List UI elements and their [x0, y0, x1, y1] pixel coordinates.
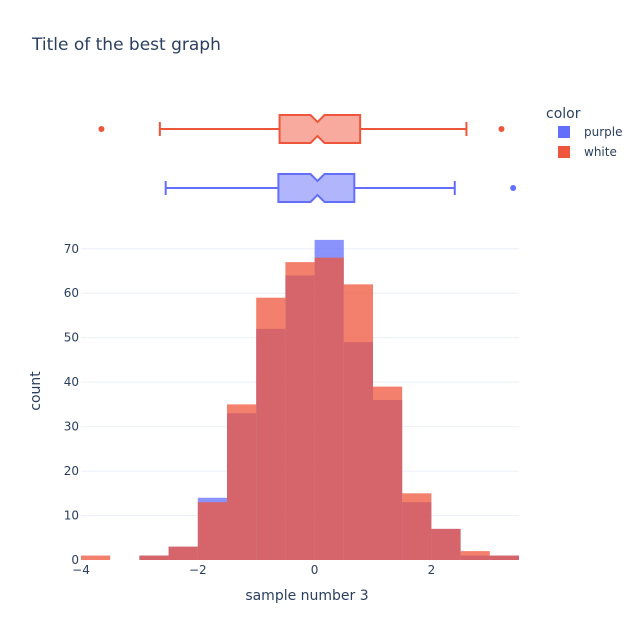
y-axis-label: count — [28, 371, 44, 411]
box-white — [278, 114, 362, 144]
legend-label-purple: purple — [584, 125, 623, 139]
y-tick-label: 10 — [64, 509, 79, 523]
y-tick-label: 0 — [71, 553, 79, 567]
x-tick-label: −4 — [72, 563, 90, 577]
outlier-point — [498, 126, 505, 132]
histogram-bar-white-10 — [373, 386, 403, 560]
y-tick-label: 70 — [64, 242, 79, 256]
histogram-bar-white-4 — [197, 502, 227, 560]
outlier-point — [510, 185, 517, 191]
legend-title: color — [546, 106, 581, 122]
y-tick-label: 20 — [64, 464, 79, 478]
x-tick-label: 2 — [428, 563, 436, 577]
legend: color purple white — [546, 106, 623, 159]
legend-swatch-white — [558, 146, 570, 158]
histogram-bar-white-7 — [285, 262, 315, 560]
histogram-bar-white-5 — [227, 404, 257, 560]
y-tick-label: 30 — [64, 420, 79, 434]
histogram-bar-white-14 — [489, 555, 519, 560]
histogram-bar-white-2 — [139, 555, 169, 560]
marginal-box-plots — [98, 114, 517, 203]
legend-label-white: white — [584, 145, 617, 159]
histogram-bar-white-8 — [314, 257, 344, 560]
y-tick-label: 60 — [64, 286, 79, 300]
histogram-bar-white-0 — [81, 555, 111, 560]
x-tick-label: −2 — [189, 563, 207, 577]
x-tick-label: 0 — [311, 563, 319, 577]
histogram-bar-white-6 — [256, 297, 286, 560]
chart-title: Title of the best graph — [31, 35, 221, 55]
x-axis-label: sample number 3 — [245, 588, 368, 604]
y-tick-label: 50 — [64, 331, 79, 345]
histogram-bar-white-12 — [431, 528, 461, 560]
box-plot-white — [98, 114, 505, 144]
legend-swatch-purple — [558, 126, 570, 138]
x-axis-ticks: −4 −2 0 2 — [72, 563, 435, 577]
histogram-bar-white-3 — [168, 546, 198, 560]
histogram-bars — [81, 239, 519, 560]
histogram-bar-white-13 — [460, 551, 490, 560]
histogram-bar-white-11 — [402, 493, 432, 560]
histogram-bar-white-9 — [343, 284, 373, 560]
plot-area — [81, 239, 519, 560]
box-purple — [277, 173, 356, 203]
y-tick-label: 40 — [64, 375, 79, 389]
outlier-point — [98, 126, 105, 132]
box-plot-purple — [164, 173, 517, 203]
y-axis-ticks: 0 10 20 30 40 50 60 70 — [64, 242, 79, 567]
